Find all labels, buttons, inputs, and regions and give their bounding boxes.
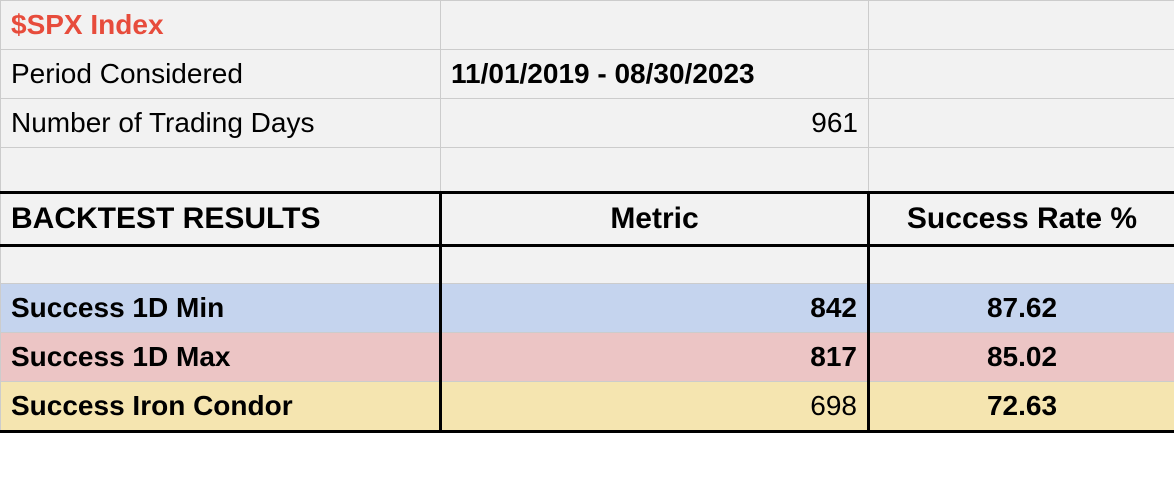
period-value: 11/01/2019 - 08/30/2023 (441, 50, 869, 99)
empty-cell (869, 50, 1174, 99)
header-row: BACKTEST RESULTS Metric Success Rate % (1, 193, 1174, 246)
col-success-rate: Success Rate % (869, 193, 1174, 246)
row-success-1d-min: Success 1D Min 842 87.62 (1, 284, 1174, 333)
empty-cell (869, 246, 1174, 284)
empty-cell (441, 246, 869, 284)
row-rate: 72.63 (869, 382, 1174, 432)
blank-row (1, 148, 1174, 193)
col-metric: Metric (441, 193, 869, 246)
empty-cell (1, 148, 441, 193)
empty-cell (869, 99, 1174, 148)
days-value: 961 (441, 99, 869, 148)
empty-cell (441, 1, 869, 50)
row-label: Success Iron Condor (1, 382, 441, 432)
period-row: Period Considered 11/01/2019 - 08/30/202… (1, 50, 1174, 99)
empty-cell (441, 148, 869, 193)
row-metric: 817 (441, 333, 869, 382)
backtest-spreadsheet: $SPX Index Period Considered 11/01/2019 … (0, 0, 1174, 433)
row-metric: 842 (441, 284, 869, 333)
spacer-row (1, 246, 1174, 284)
empty-cell (869, 148, 1174, 193)
row-rate: 85.02 (869, 333, 1174, 382)
row-label: Success 1D Max (1, 333, 441, 382)
row-metric: 698 (441, 382, 869, 432)
days-row: Number of Trading Days 961 (1, 99, 1174, 148)
index-title: $SPX Index (1, 1, 441, 50)
row-rate: 87.62 (869, 284, 1174, 333)
section-title: BACKTEST RESULTS (1, 193, 441, 246)
title-row: $SPX Index (1, 1, 1174, 50)
empty-cell (1, 246, 441, 284)
row-success-1d-max: Success 1D Max 817 85.02 (1, 333, 1174, 382)
period-label: Period Considered (1, 50, 441, 99)
days-label: Number of Trading Days (1, 99, 441, 148)
row-label: Success 1D Min (1, 284, 441, 333)
empty-cell (869, 1, 1174, 50)
row-success-iron-condor: Success Iron Condor 698 72.63 (1, 382, 1174, 432)
